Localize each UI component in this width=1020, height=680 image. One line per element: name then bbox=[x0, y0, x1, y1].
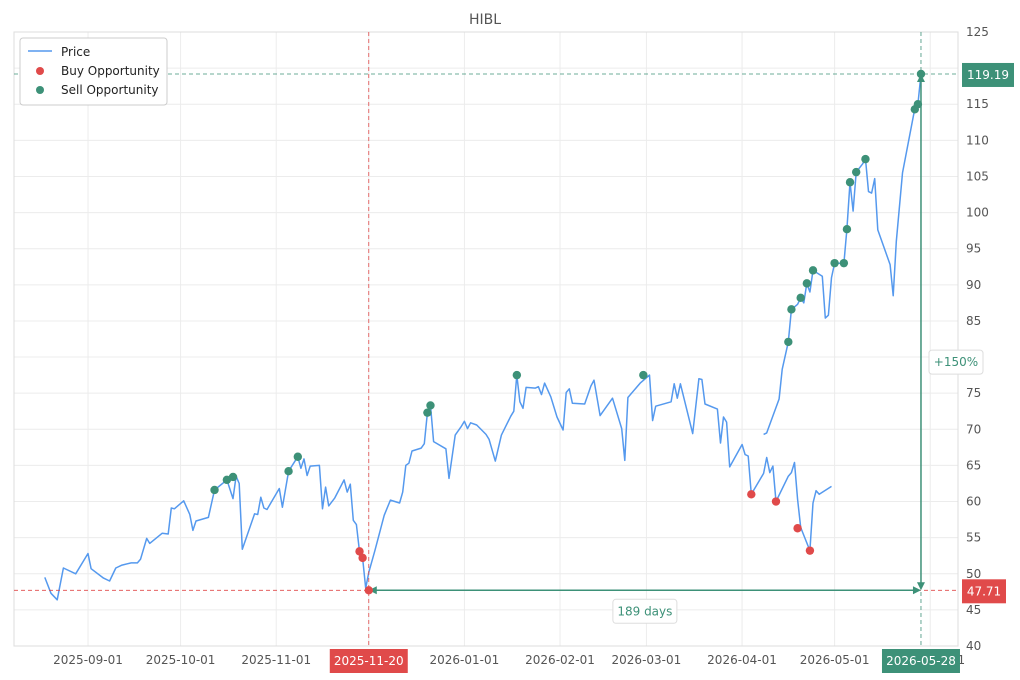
x-tick-label: 2026-03-01 bbox=[612, 653, 682, 667]
y-tick-label: 45 bbox=[966, 603, 981, 617]
sell-date-badge-box bbox=[881, 649, 960, 673]
legend-sell-swatch bbox=[36, 86, 44, 94]
x-tick-label: 2025-09-01 bbox=[53, 653, 123, 667]
duration-label: 189 days bbox=[617, 604, 672, 618]
y-tick-label: 105 bbox=[966, 169, 989, 183]
x-tick-label: 2025-11-01 bbox=[241, 653, 311, 667]
y-tick-label: 75 bbox=[966, 386, 981, 400]
gain-label: +150% bbox=[934, 355, 978, 369]
annotation-layer: 189 days +150% bbox=[14, 32, 984, 646]
sell-price-badge: 119.19 bbox=[967, 68, 1009, 82]
y-tick-label: 70 bbox=[966, 422, 981, 436]
y-tick-label: 50 bbox=[966, 567, 981, 581]
gain-label-box bbox=[928, 349, 984, 375]
sell-point bbox=[851, 167, 861, 177]
sell-point bbox=[228, 472, 238, 482]
sell-point bbox=[830, 258, 839, 268]
gain-arrow-head-bottom bbox=[916, 582, 925, 591]
sell-point bbox=[512, 370, 522, 380]
duration-arrow-head-right bbox=[912, 586, 921, 595]
sell-point bbox=[426, 401, 435, 410]
sell-point bbox=[916, 69, 926, 79]
y-tick-label: 65 bbox=[966, 458, 981, 472]
buy-point bbox=[771, 497, 781, 506]
buy-point bbox=[793, 524, 802, 533]
legend-buy-swatch bbox=[36, 67, 44, 75]
grid bbox=[14, 31, 958, 647]
sell-point bbox=[802, 279, 812, 288]
buy-date-badge-box bbox=[329, 649, 408, 673]
buy-price-badge: 47.71 bbox=[967, 584, 1001, 598]
sell-point bbox=[639, 370, 648, 380]
sell-point bbox=[842, 225, 852, 234]
legend: Price Buy Opportunity Sell Opportunity bbox=[19, 37, 168, 106]
buy-point bbox=[805, 546, 815, 555]
plot-frame bbox=[13, 31, 959, 647]
legend-buy-label: Buy Opportunity bbox=[61, 64, 160, 78]
buy-point bbox=[355, 547, 364, 556]
x-tick-label: 2025-10-01 bbox=[146, 653, 216, 667]
y-tick-label: 95 bbox=[966, 242, 981, 256]
y-tick-label: 125 bbox=[966, 25, 989, 39]
x-tick-label: 2026-05-01 bbox=[800, 653, 870, 667]
y-tick-label: 90 bbox=[966, 278, 981, 292]
sell-point bbox=[293, 452, 303, 461]
price-line bbox=[763, 73, 922, 436]
sell-point bbox=[423, 408, 432, 417]
buy-price-badge-box bbox=[962, 579, 1006, 604]
legend-sell-label: Sell Opportunity bbox=[61, 83, 159, 97]
sell-point bbox=[784, 337, 793, 347]
badge-layer: 119.19 47.71 2025-11-20 2026-05-28 bbox=[329, 62, 1014, 673]
buy-point bbox=[747, 490, 756, 499]
legend-box bbox=[19, 37, 168, 106]
sell-point bbox=[796, 293, 805, 303]
price-line bbox=[44, 374, 832, 601]
legend-price-label: Price bbox=[61, 45, 90, 59]
buy-point bbox=[358, 553, 367, 563]
duration-label-box bbox=[612, 598, 678, 624]
sell-point bbox=[808, 266, 818, 275]
x-tick-label: 2026-01-01 bbox=[430, 653, 500, 667]
sell-point bbox=[839, 258, 849, 268]
sell-point bbox=[284, 466, 293, 476]
sell-point bbox=[210, 485, 219, 495]
y-tick-label: 110 bbox=[966, 133, 989, 147]
y-tick-label: 85 bbox=[966, 314, 981, 328]
sell-point bbox=[787, 305, 796, 314]
y-tick-label: 115 bbox=[966, 97, 989, 111]
sell-price-badge-box bbox=[962, 62, 1014, 87]
y-tick-label: 40 bbox=[966, 639, 981, 653]
x-tick-label: 2026-04-01 bbox=[707, 653, 777, 667]
x-tick-label: 2026-02-01 bbox=[525, 653, 595, 667]
y-axis: 4045505560657075808590951001051101151201… bbox=[966, 25, 989, 653]
points-layer bbox=[210, 69, 926, 595]
x-axis: 2025-09-012025-10-012025-11-012025-12-01… bbox=[53, 653, 965, 667]
y-tick-label: 60 bbox=[966, 495, 981, 509]
buy-point bbox=[364, 586, 373, 595]
sell-point bbox=[845, 178, 855, 187]
buy-date-badge: 2025-11-20 bbox=[334, 654, 404, 668]
sell-date-badge: 2026-05-28 bbox=[886, 654, 956, 668]
y-tick-label: 100 bbox=[966, 206, 989, 220]
series-layer bbox=[44, 73, 922, 601]
sell-point bbox=[913, 100, 923, 109]
sell-point bbox=[861, 154, 870, 164]
y-tick-label: 55 bbox=[966, 531, 981, 545]
chart-title: HIBL bbox=[469, 12, 501, 28]
